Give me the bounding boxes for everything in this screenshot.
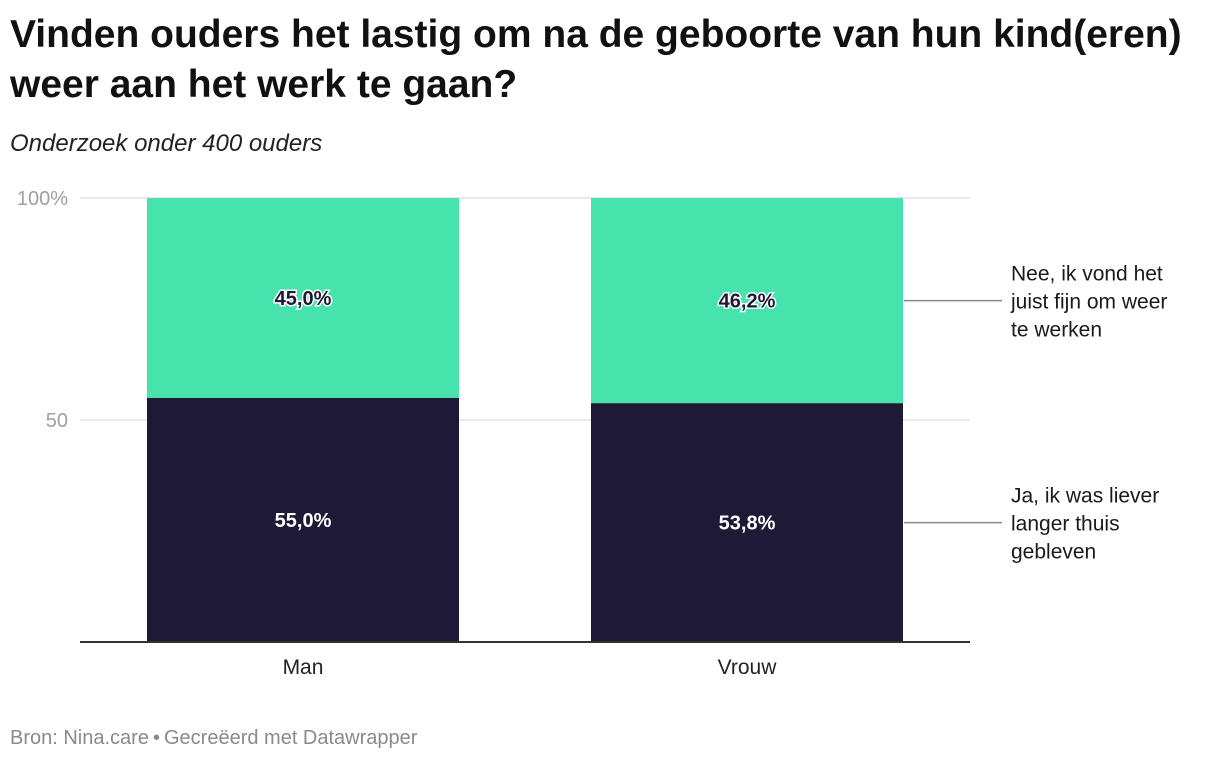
source-note: Bron: Nina.care bbox=[10, 727, 149, 749]
data-label: 53,8% bbox=[719, 513, 776, 535]
legend-label-line: te werken bbox=[1011, 319, 1102, 342]
data-label: 45,0% bbox=[275, 288, 332, 310]
y-tick-label: 50 bbox=[46, 410, 68, 432]
legend-label-line: Ja, ik was liever bbox=[1011, 485, 1159, 508]
bar-segment bbox=[591, 198, 903, 404]
credit-note: Gecreëerd met Datawrapper bbox=[163, 727, 418, 749]
legend-label-line: gebleven bbox=[1011, 541, 1096, 564]
chart-subtitle: Onderzoek onder 400 ouders bbox=[10, 130, 323, 157]
bar-segment bbox=[147, 198, 459, 398]
bar-segment bbox=[147, 397, 459, 642]
legend-label-line: Nee, ik vond het bbox=[1011, 263, 1163, 286]
legend-label: Ja, ik was liever langer thuis gebleven bbox=[1011, 485, 1159, 564]
data-label: 46,2% bbox=[719, 291, 776, 313]
footer-separator: • bbox=[152, 727, 160, 749]
y-tick-label: 100% bbox=[17, 188, 68, 210]
data-label: 55,0% bbox=[275, 510, 332, 532]
legend-label: Nee, ik vond het juist fijn om weer te wer… bbox=[1010, 263, 1167, 342]
legend-label-line: langer thuis bbox=[1011, 513, 1120, 536]
legend-label-line: juist fijn om weer bbox=[1010, 291, 1167, 314]
chart-title: Vinden ouders het lastig om na de geboor… bbox=[10, 13, 1182, 106]
x-tick-label: Man bbox=[283, 656, 324, 679]
x-tick-label: Vrouw bbox=[718, 656, 778, 679]
bar-segment bbox=[591, 403, 903, 642]
chart-footer: Bron: Nina.care • Gecreëerd met Datawrappe… bbox=[10, 727, 417, 750]
